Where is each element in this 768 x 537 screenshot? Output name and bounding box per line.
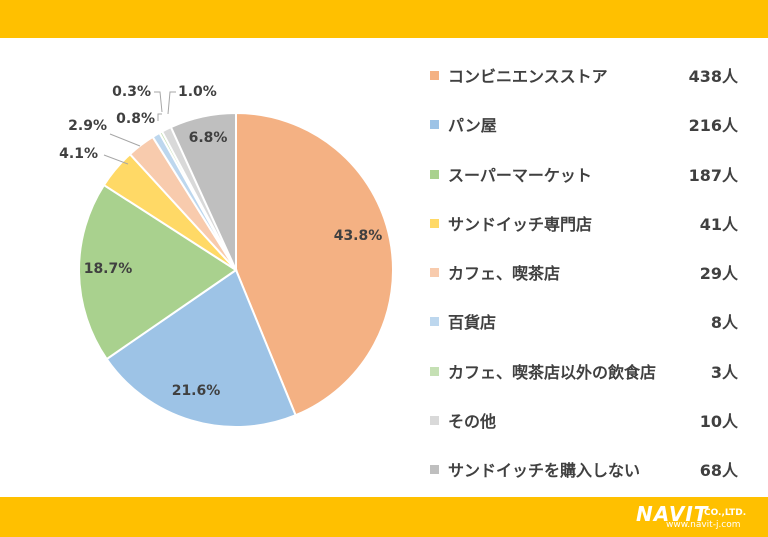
company-logo: NAVIT CO.,LTD. www.navit-j.com: [636, 502, 762, 532]
leader-line: [154, 91, 163, 113]
leader-line: [103, 154, 129, 165]
slice-percent-label: 1.0%: [178, 84, 217, 100]
legend-label: その他: [448, 412, 497, 432]
legend-item: カフェ、喫茶店以外の飲食店 3人: [430, 356, 760, 405]
legend-count: 3人: [710, 362, 738, 382]
chart-legend: コンビニエンスストア 438人パン屋 216人スーパーマーケット 187人サンドイッチ…: [430, 60, 760, 504]
slice-percent-label: 18.7%: [84, 261, 133, 277]
legend-item: スーパーマーケット 187人: [430, 159, 760, 208]
logo-suffix: CO.,LTD.: [704, 508, 747, 518]
legend-label: コンビニエンスストア: [448, 67, 608, 86]
legend-count: 29人: [699, 264, 738, 284]
pie-slice: [235, 111, 394, 417]
slice-percent-label: 0.3%: [112, 84, 151, 100]
legend-count: 187人: [688, 165, 738, 185]
slice-percent-label: 2.9%: [68, 118, 107, 134]
legend-label: サンドイッチを購入しない: [448, 461, 641, 481]
top-banner: [0, 0, 768, 38]
legend-item: カフェ、喫茶店 29人: [430, 257, 760, 306]
legend-count: 8人: [710, 313, 738, 333]
legend-label: 百貨店: [448, 313, 497, 333]
slice-percent-label: 0.8%: [116, 111, 155, 127]
logo-url: www.navit-j.com: [666, 520, 741, 530]
legend-swatch: [430, 317, 439, 327]
legend-item: その他 10人: [430, 405, 760, 454]
slice-percent-label: 6.8%: [189, 130, 228, 146]
legend-count: 438人: [688, 67, 738, 86]
leader-line: [109, 133, 141, 147]
legend-swatch: [430, 169, 439, 179]
legend-label: カフェ、喫茶店: [448, 264, 561, 284]
legend-label: スーパーマーケット: [448, 165, 592, 185]
legend-swatch: [430, 218, 439, 228]
legend-item: サンドイッチを購入しない 68人: [430, 454, 760, 503]
legend-swatch: [430, 71, 439, 80]
slice-percent-label: 21.6%: [172, 383, 221, 399]
legend-count: 10人: [699, 412, 738, 432]
pie-slice: [105, 268, 297, 428]
legend-swatch: [430, 416, 439, 426]
legend-swatch: [430, 465, 439, 475]
legend-count: 68人: [699, 461, 738, 481]
legend-label: パン屋: [448, 116, 497, 136]
legend-item: サンドイッチ専門店 41人: [430, 208, 760, 257]
legend-swatch: [430, 268, 439, 278]
legend-swatch: [430, 120, 439, 130]
pie-slice: [169, 111, 237, 271]
logo-text: NAVIT: [636, 502, 709, 526]
legend-item: パン屋 216人: [430, 109, 760, 158]
legend-label: カフェ、喫茶店以外の飲食店: [448, 362, 657, 382]
slice-percent-label: 43.8%: [334, 228, 383, 244]
leader-line: [157, 113, 162, 121]
bottom-banner: [0, 497, 768, 537]
legend-count: 216人: [688, 116, 738, 136]
leader-line: [167, 91, 176, 115]
legend-count: 41人: [699, 214, 738, 234]
legend-item: 百貨店 8人: [430, 306, 760, 355]
legend-swatch: [430, 366, 439, 376]
slice-percent-label: 4.1%: [59, 146, 98, 162]
legend-item: コンビニエンスストア 438人: [430, 60, 760, 109]
pie-chart: 43.8% 21.6% 18.7% 4.1% 2.9% 0.8% 0.3% 1.0% 6.8%: [59, 84, 394, 428]
legend-label: サンドイッチ専門店: [448, 214, 593, 234]
pie-slice: [78, 183, 238, 361]
